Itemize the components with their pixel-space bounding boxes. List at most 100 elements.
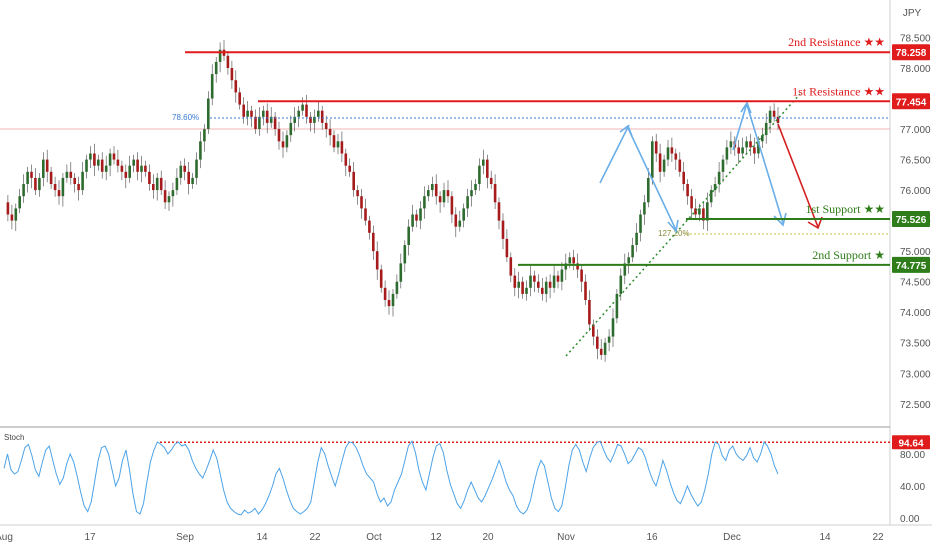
candle-body <box>155 177 159 191</box>
candle-body <box>548 281 552 288</box>
candle-body <box>128 165 131 178</box>
candle-body <box>152 184 155 191</box>
candle-body <box>399 263 403 282</box>
candle-body <box>560 269 564 282</box>
candle-body <box>269 116 273 123</box>
candle-body <box>584 281 587 300</box>
candle-body <box>108 153 112 166</box>
candle-body <box>533 275 536 282</box>
candle-body <box>745 141 748 148</box>
candle-body <box>53 184 57 191</box>
fib-1272-label: 127.20% <box>658 229 690 238</box>
candle-body <box>124 171 128 178</box>
candle-body <box>643 202 646 215</box>
time-tick-label: 14 <box>256 532 268 543</box>
price-series <box>6 39 780 362</box>
candle-body <box>434 184 438 197</box>
candle-body <box>273 116 277 129</box>
candle-body <box>466 196 469 209</box>
stoch-tick-label: 40.00 <box>900 482 925 493</box>
candle-body <box>332 135 336 148</box>
candle-body <box>191 177 194 184</box>
candle-body <box>391 293 395 307</box>
candle-body <box>599 348 603 355</box>
candle-body <box>517 281 520 288</box>
candle-body <box>148 171 151 184</box>
candle-body <box>438 196 442 203</box>
candle-body <box>737 147 740 154</box>
candle-body <box>320 110 324 123</box>
candle-body <box>505 238 509 258</box>
candle-body <box>478 165 481 184</box>
level-price-tag <box>892 256 930 273</box>
candle-body <box>761 135 764 142</box>
candle-body <box>30 171 33 178</box>
time-tick-label: 16 <box>646 532 658 543</box>
candle-body <box>611 318 615 337</box>
candle-body <box>203 129 206 142</box>
level-price-label: 77.454 <box>896 97 927 108</box>
price-tick-label: 78.000 <box>900 64 931 75</box>
candle-body <box>226 55 230 68</box>
candle-body <box>749 141 752 148</box>
level-price-label: 78.258 <box>896 48 927 59</box>
candle-body <box>674 153 678 160</box>
candle-body <box>776 116 780 123</box>
candle-body <box>328 129 332 136</box>
candle-body <box>214 61 218 75</box>
candle-body <box>713 184 717 191</box>
candle-body <box>344 153 348 166</box>
candle-body <box>210 74 214 99</box>
candle-body <box>607 336 611 343</box>
candle-body <box>234 80 238 93</box>
candle-body <box>741 147 744 154</box>
candle-body <box>167 196 171 203</box>
level-name: 1st Support ★★ <box>805 202 885 216</box>
candle-body <box>682 171 685 184</box>
candle-body <box>69 171 73 178</box>
candle-body <box>195 159 198 178</box>
candle-body <box>678 159 682 172</box>
candle-body <box>764 122 768 136</box>
candle-body <box>666 147 670 160</box>
candle-body <box>686 184 689 197</box>
candle-body <box>576 263 579 270</box>
candle-body <box>486 159 489 178</box>
candle-body <box>521 281 524 294</box>
candle-body <box>387 300 391 307</box>
candle-body <box>262 110 265 117</box>
candle-body <box>603 342 607 355</box>
candle-body <box>458 220 462 227</box>
candle-body <box>230 68 234 81</box>
stoch-tick-label: 80.00 <box>900 450 925 461</box>
level-price-tag <box>892 93 930 110</box>
candle-body <box>662 159 666 172</box>
candle-body <box>379 269 383 288</box>
candle-body <box>717 171 721 184</box>
stoch-axis: 80.00 40.00 0.00 <box>900 450 925 525</box>
level-name: 1st Resistance ★★ <box>792 84 885 98</box>
candle-body <box>544 281 548 294</box>
candle-body <box>529 275 532 288</box>
candle-body <box>77 184 80 191</box>
candle-body <box>313 116 316 123</box>
candle-body <box>116 159 120 166</box>
level-name: 2nd Resistance ★★ <box>788 35 885 49</box>
candle-body <box>85 159 88 172</box>
candle-body <box>45 159 49 172</box>
time-tick-label: Sep <box>176 532 194 543</box>
candle-body <box>112 153 116 160</box>
candle-body <box>690 196 693 209</box>
price-tick-label: 76.000 <box>900 186 931 197</box>
candle-body <box>175 177 179 191</box>
candle-body <box>474 184 477 191</box>
candle-body <box>159 177 163 191</box>
stoch-line <box>3 440 779 516</box>
candle-body <box>22 184 25 197</box>
price-tick-label: 74.500 <box>900 278 931 289</box>
candle-body <box>772 110 776 117</box>
candle-body <box>427 190 430 197</box>
candle-body <box>218 49 222 62</box>
candle-body <box>493 184 497 203</box>
